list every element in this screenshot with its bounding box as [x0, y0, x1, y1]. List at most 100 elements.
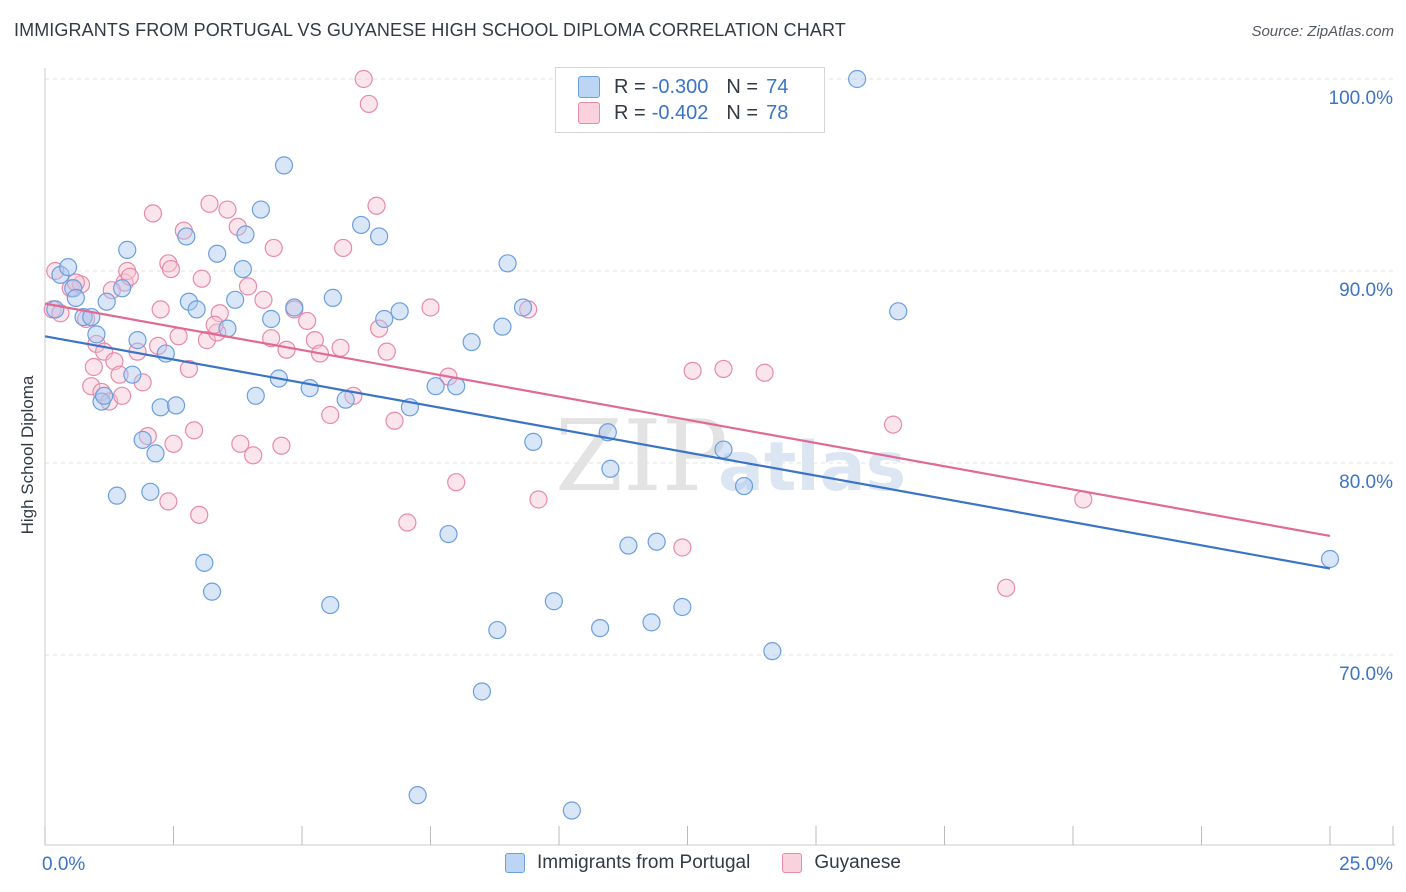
- data-point: [187, 300, 206, 319]
- data-point: [233, 259, 252, 279]
- data-point: [112, 279, 132, 298]
- data-point: [169, 327, 188, 346]
- data-point: [359, 94, 378, 114]
- data-point: [192, 269, 211, 288]
- data-point: [714, 440, 733, 459]
- legend-label-portugal: Immigrants from Portugal: [537, 852, 751, 873]
- data-point: [146, 444, 165, 463]
- data-point: [321, 405, 340, 425]
- data-point: [763, 642, 782, 661]
- data-point: [513, 298, 533, 317]
- data-point: [107, 486, 127, 505]
- legend-swatch-pink: [782, 853, 803, 873]
- legend-item-portugal[interactable]: Immigrants from Portugal: [505, 852, 750, 874]
- data-point: [354, 69, 373, 89]
- data-point: [66, 288, 85, 307]
- watermark-zip: ZIP: [555, 400, 728, 514]
- data-point: [264, 238, 283, 258]
- legend-r-label: R =: [614, 75, 646, 98]
- data-point: [673, 597, 692, 617]
- data-point: [84, 357, 103, 377]
- series-guyanese: [43, 69, 1093, 597]
- data-point: [123, 365, 142, 384]
- data-point: [385, 411, 404, 430]
- data-point: [390, 302, 409, 321]
- data-point: [210, 304, 229, 323]
- data-point: [544, 592, 563, 611]
- legend-row-portugal: R = -0.300 N = 74: [578, 75, 806, 99]
- axes: [44, 68, 1395, 846]
- x-tick-label: 25.0%: [1339, 854, 1393, 875]
- data-point: [133, 373, 152, 392]
- data-point: [179, 359, 199, 379]
- data-point: [889, 302, 908, 321]
- data-point: [285, 298, 304, 317]
- data-point: [298, 311, 317, 331]
- data-point: [151, 398, 170, 417]
- data-point: [202, 582, 222, 601]
- data-point: [848, 69, 867, 89]
- data-point: [331, 338, 350, 357]
- data-point: [262, 309, 281, 329]
- data-point: [524, 432, 543, 451]
- legend-n-label: N =: [726, 101, 759, 124]
- data-point: [447, 377, 466, 396]
- data-point: [334, 238, 353, 258]
- data-point: [647, 532, 666, 551]
- data-point: [683, 361, 702, 380]
- data-point: [321, 595, 340, 615]
- data-point: [488, 620, 507, 640]
- data-point: [601, 459, 620, 478]
- data-point: [200, 194, 219, 213]
- data-point: [244, 446, 263, 465]
- trend-line: [44, 335, 1331, 570]
- legend-item-guyanese[interactable]: Guyanese: [782, 852, 901, 874]
- legend-r-value: -0.300: [651, 75, 709, 98]
- watermark: ZIP atlas: [555, 400, 906, 514]
- data-point: [208, 244, 227, 263]
- legend-swatch-pink: [578, 102, 600, 124]
- legend-row-guyanese: R = -0.402 N = 78: [578, 101, 806, 125]
- x-tick-label: 0.0%: [42, 854, 85, 875]
- data-point: [105, 352, 124, 371]
- data-point: [231, 434, 250, 453]
- data-point: [1320, 549, 1340, 569]
- data-point: [179, 292, 199, 311]
- data-point: [74, 307, 93, 327]
- data-point: [277, 340, 296, 359]
- data-point: [408, 786, 427, 805]
- data-point: [133, 430, 152, 450]
- data-point: [82, 377, 101, 396]
- data-point: [439, 524, 458, 544]
- data-point: [472, 682, 491, 701]
- data-point: [274, 156, 294, 175]
- data-point: [236, 225, 255, 244]
- data-point: [426, 377, 445, 396]
- legend-n-value: 74: [766, 75, 789, 98]
- y-tick-labels: 70.0% 80.0% 90.0% 100.0%: [1329, 88, 1394, 685]
- data-point: [997, 578, 1016, 597]
- trend-line: [44, 302, 1331, 538]
- data-point: [151, 300, 170, 319]
- data-point: [190, 505, 209, 524]
- watermark-atlas: atlas: [718, 428, 906, 507]
- legend-swatch-blue: [578, 76, 600, 98]
- data-point: [462, 332, 481, 352]
- data-point: [87, 325, 106, 344]
- data-point: [421, 298, 440, 317]
- y-axis-label: High School Diploma: [18, 375, 37, 535]
- data-point: [673, 538, 692, 557]
- data-point: [118, 240, 137, 259]
- stats-legend: R = -0.300 N = 74 R = -0.402 N = 78: [555, 67, 825, 133]
- data-point: [529, 490, 548, 509]
- data-point: [447, 473, 466, 492]
- data-point: [112, 386, 132, 405]
- data-point: [370, 227, 389, 246]
- series-legend: Immigrants from Portugal Guyanese: [0, 852, 1406, 874]
- data-point: [184, 421, 204, 440]
- data-point: [246, 386, 265, 405]
- data-point: [95, 386, 114, 405]
- data-point: [498, 254, 517, 273]
- x-tick-labels: 0.0% 25.0%: [42, 854, 1393, 875]
- data-point: [323, 288, 342, 307]
